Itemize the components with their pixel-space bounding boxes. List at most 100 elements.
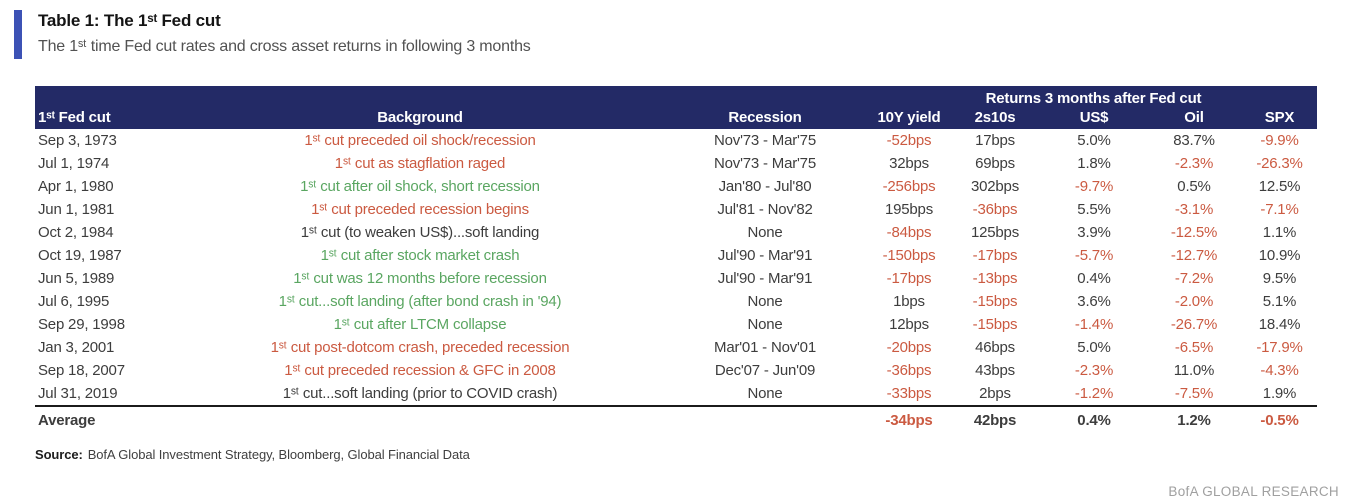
- cell-value: 0.5%: [1177, 178, 1211, 195]
- cell-value: -7.5%: [1174, 385, 1214, 402]
- cell-recession: Jul'81 - Nov'82: [717, 201, 813, 218]
- fed-cut-table: Returns 3 months after Fed cut 1ˢᵗ Fed c…: [35, 86, 1317, 435]
- average-background-empty: [180, 405, 660, 435]
- average-2s10s: 42bps: [948, 405, 1042, 435]
- cell-value: -1.2%: [1074, 385, 1114, 402]
- cell-fed-cut-date: Apr 1, 1980: [38, 178, 114, 195]
- cell-value: 9.5%: [1262, 270, 1297, 287]
- cell-background: 1ˢᵗ cut as stagflation raged: [334, 155, 506, 172]
- cell-value: -150bps: [882, 247, 936, 264]
- cell-value: 17bps: [975, 132, 1015, 149]
- cell-value: -256bps: [882, 178, 936, 195]
- page-title: Table 1: The 1ˢᵗ Fed cut: [38, 11, 221, 30]
- cell-fed-cut-date: Jul 1, 1974: [38, 155, 110, 172]
- table-row: Jul 31, 2019 1ˢᵗ cut...soft landing (prio…: [35, 382, 1317, 406]
- cell-recession: Dec'07 - Jun'09: [714, 362, 816, 379]
- cell-value: -2.3%: [1174, 155, 1214, 172]
- cell-value: -33bps: [886, 385, 932, 402]
- cell-value: -7.2%: [1174, 270, 1214, 287]
- cell-value: -9.7%: [1074, 178, 1114, 195]
- cell-value: 69bps: [975, 155, 1015, 172]
- cell-background: 1ˢᵗ cut after oil shock, short recession: [300, 178, 540, 195]
- cell-value: 3.6%: [1077, 293, 1111, 310]
- cell-background: 1ˢᵗ cut preceded recession & GFC in 2008: [284, 362, 556, 379]
- merged-header-row: Returns 3 months after Fed cut: [35, 86, 1317, 107]
- cell-value: -20bps: [886, 339, 932, 356]
- column-header-row: 1ˢᵗ Fed cut Background Recession 10Y yie…: [35, 107, 1317, 129]
- cell-value: -12.7%: [1170, 247, 1218, 264]
- cell-fed-cut-date: Jun 1, 1981: [38, 201, 115, 218]
- average-spx: -0.5%: [1242, 405, 1317, 435]
- cell-background: 1ˢᵗ cut (to weaken US$)...soft landing: [300, 224, 540, 241]
- table-row: Sep 3, 1973 1ˢᵗ cut preceded oil shock/re…: [35, 129, 1317, 152]
- cell-value: 10.9%: [1258, 247, 1301, 264]
- title-block: Table 1: The 1ˢᵗ Fed cut The 1ˢᵗ time Fe…: [14, 10, 1352, 59]
- cell-value: 11.0%: [1173, 362, 1215, 379]
- cell-recession: Nov'73 - Mar'75: [714, 132, 816, 149]
- cell-value: -26.7%: [1170, 316, 1218, 333]
- cell-value: 1.8%: [1077, 155, 1111, 172]
- cell-value: -1.4%: [1074, 316, 1114, 333]
- cell-background: 1ˢᵗ cut...soft landing (prior to COVID c…: [282, 385, 558, 402]
- cell-value: -9.9%: [1260, 132, 1299, 149]
- cell-recession: None: [747, 293, 783, 310]
- col-header-10y-yield: 10Y yield: [870, 107, 948, 129]
- cell-value: 12.5%: [1258, 178, 1301, 195]
- cell-value: -7.1%: [1260, 201, 1299, 218]
- average-row: Average -34bps 42bps 0.4% 1.2% -0.5%: [35, 405, 1317, 435]
- cell-value: 43bps: [975, 362, 1015, 379]
- table-row: Jan 3, 2001 1ˢᵗ cut post-dotcom crash, pr…: [35, 336, 1317, 359]
- average-label: Average: [35, 405, 180, 435]
- cell-value: -2.3%: [1074, 362, 1114, 379]
- col-header-background: Background: [180, 107, 660, 129]
- cell-fed-cut-date: Jun 5, 1989: [38, 270, 115, 287]
- merged-header-returns: Returns 3 months after Fed cut: [870, 86, 1317, 107]
- average-usd: 0.4%: [1042, 405, 1146, 435]
- cell-background: 1ˢᵗ cut...soft landing (after bond crash…: [278, 293, 562, 310]
- cell-recession: Jul'90 - Mar'91: [717, 247, 813, 264]
- cell-value: -15bps: [972, 293, 1018, 310]
- cell-background: 1ˢᵗ cut after LTCM collapse: [333, 316, 507, 333]
- cell-value: 5.0%: [1077, 339, 1111, 356]
- cell-value: 18.4%: [1258, 316, 1301, 333]
- cell-recession: None: [747, 316, 783, 333]
- cell-value: 125bps: [970, 224, 1019, 241]
- table-row: Jul 1, 1974 1ˢᵗ cut as stagflation raged N…: [35, 152, 1317, 175]
- col-header-recession: Recession: [660, 107, 870, 129]
- table-row: Jun 5, 1989 1ˢᵗ cut was 12 months before …: [35, 267, 1317, 290]
- cell-fed-cut-date: Sep 18, 2007: [38, 362, 125, 379]
- cell-value: -17.9%: [1256, 339, 1303, 356]
- col-header-fed-cut: 1ˢᵗ Fed cut: [35, 107, 180, 129]
- cell-value: 302bps: [970, 178, 1019, 195]
- cell-value: 195bps: [884, 201, 933, 218]
- cell-recession: None: [747, 224, 783, 241]
- cell-value: 5.1%: [1262, 293, 1297, 310]
- table-row: Sep 18, 2007 1ˢᵗ cut preceded recession &…: [35, 359, 1317, 382]
- average-recession-empty: [660, 405, 870, 435]
- cell-value: 5.0%: [1077, 132, 1111, 149]
- cell-value: -36bps: [886, 362, 932, 379]
- cell-value: 46bps: [975, 339, 1015, 356]
- table-footer: Average -34bps 42bps 0.4% 1.2% -0.5%: [35, 405, 1317, 435]
- merged-header-spacer: [35, 86, 870, 107]
- cell-value: -5.7%: [1074, 247, 1114, 264]
- table-row: Oct 19, 1987 1ˢᵗ cut after stock market c…: [35, 244, 1317, 267]
- cell-value: -2.0%: [1174, 293, 1214, 310]
- cell-value: 12bps: [889, 316, 929, 333]
- cell-value: 32bps: [889, 155, 929, 172]
- page-subtitle: The 1ˢᵗ time Fed cut rates and cross ass…: [38, 38, 531, 55]
- cell-value: -36bps: [972, 201, 1018, 218]
- cell-value: 0.4%: [1077, 270, 1111, 287]
- cell-fed-cut-date: Oct 19, 1987: [38, 247, 122, 264]
- table-row: Apr 1, 1980 1ˢᵗ cut after oil shock, shor…: [35, 175, 1317, 198]
- cell-recession: Jan'80 - Jul'80: [718, 178, 812, 195]
- cell-value: -84bps: [886, 224, 932, 241]
- cell-value: -3.1%: [1174, 201, 1214, 218]
- cell-value: 5.5%: [1077, 201, 1111, 218]
- cell-value: -4.3%: [1260, 362, 1299, 379]
- col-header-oil: Oil: [1146, 107, 1242, 129]
- cell-value: -52bps: [886, 132, 932, 149]
- table-row: Jul 6, 1995 1ˢᵗ cut...soft landing (after…: [35, 290, 1317, 313]
- cell-fed-cut-date: Jul 31, 2019: [38, 385, 118, 402]
- cell-value: -6.5%: [1174, 339, 1214, 356]
